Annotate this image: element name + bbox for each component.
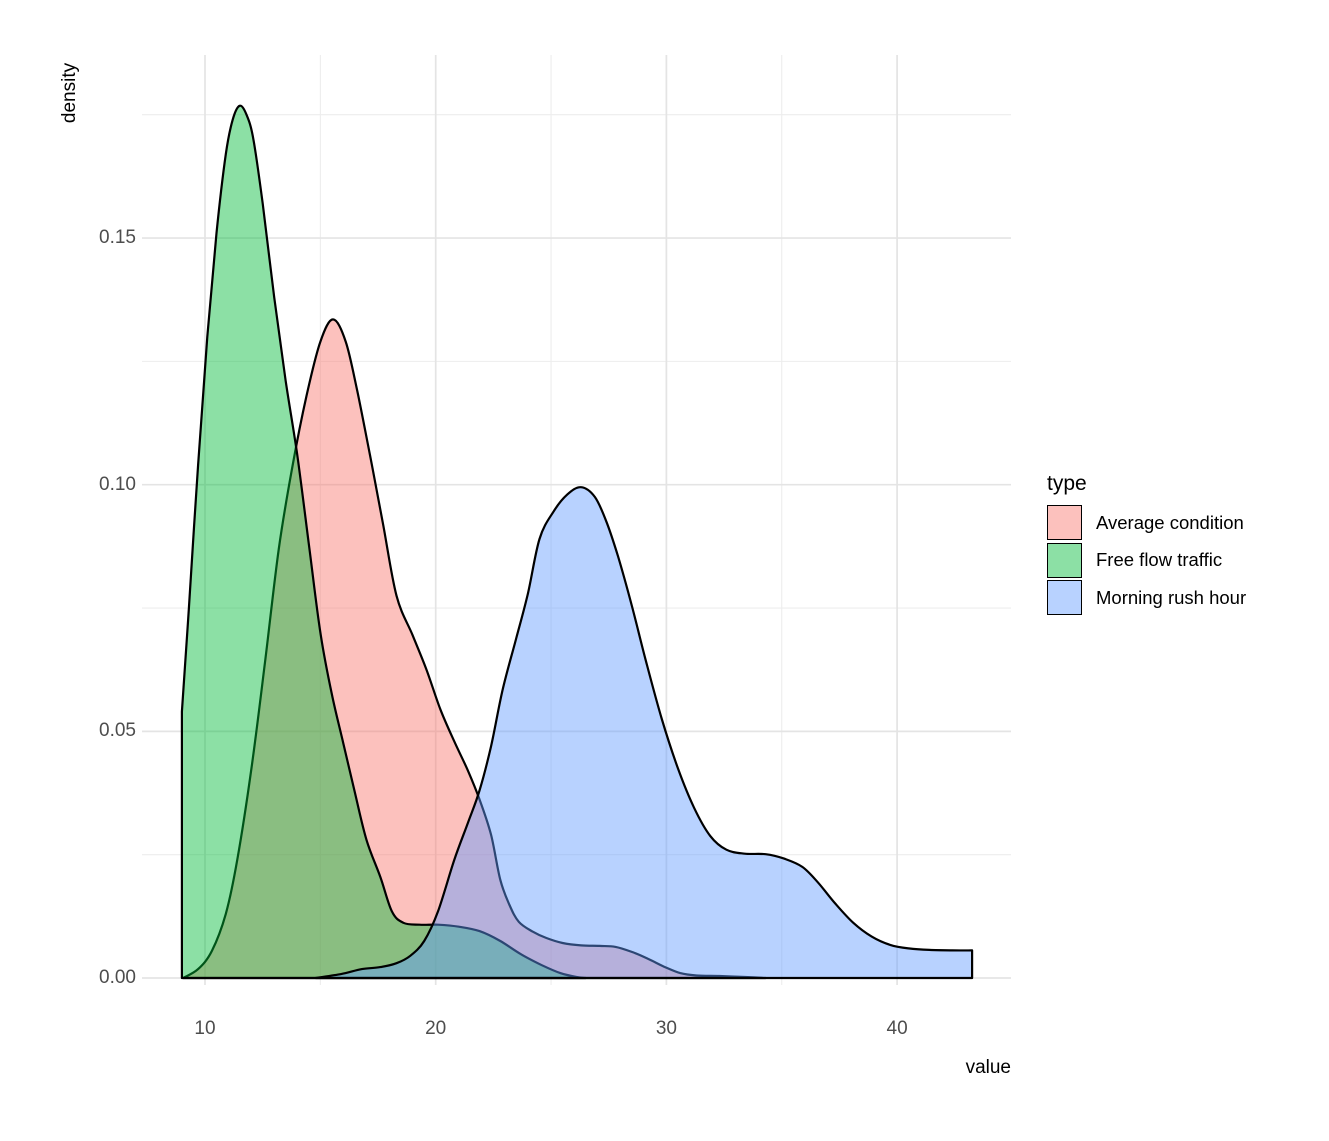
density-area-morning-rush-hour [314, 486, 974, 980]
y-axis-title: density [59, 62, 80, 124]
x-axis-title: value [965, 1057, 1011, 1078]
legend-entry-label: Average condition [1096, 511, 1244, 533]
legend-entries: Average condition Free flow traffic Mornin… [1047, 505, 1327, 615]
legend-swatch [1047, 580, 1082, 615]
x-tick-label: 10 [194, 1018, 216, 1039]
legend-title: type [1047, 472, 1087, 495]
legend-entry: Free flow traffic [1047, 542, 1327, 578]
legend-entry: Morning rush hour [1047, 580, 1327, 615]
legend-swatch [1047, 505, 1082, 540]
legend-entry-label: Morning rush hour [1096, 586, 1247, 608]
y-tick-label: 0.15 [99, 227, 136, 249]
y-tick-label: 0.00 [99, 967, 136, 988]
legend-swatch [1047, 542, 1082, 578]
x-tick-label: 40 [886, 1018, 908, 1039]
x-tick-label: 30 [655, 1018, 677, 1039]
density-area-average-condition [182, 318, 767, 980]
y-tick-label: 0.05 [99, 720, 136, 742]
y-tick-label: 0.10 [99, 473, 136, 495]
legend: type Average condition Free flow traffic M… [1047, 471, 1327, 618]
x-tick-label: 20 [425, 1018, 447, 1039]
legend-entry: Average condition [1047, 505, 1327, 540]
legend-entry-label: Free flow traffic [1096, 549, 1223, 570]
density-area-free-flow-traffic [180, 104, 587, 980]
